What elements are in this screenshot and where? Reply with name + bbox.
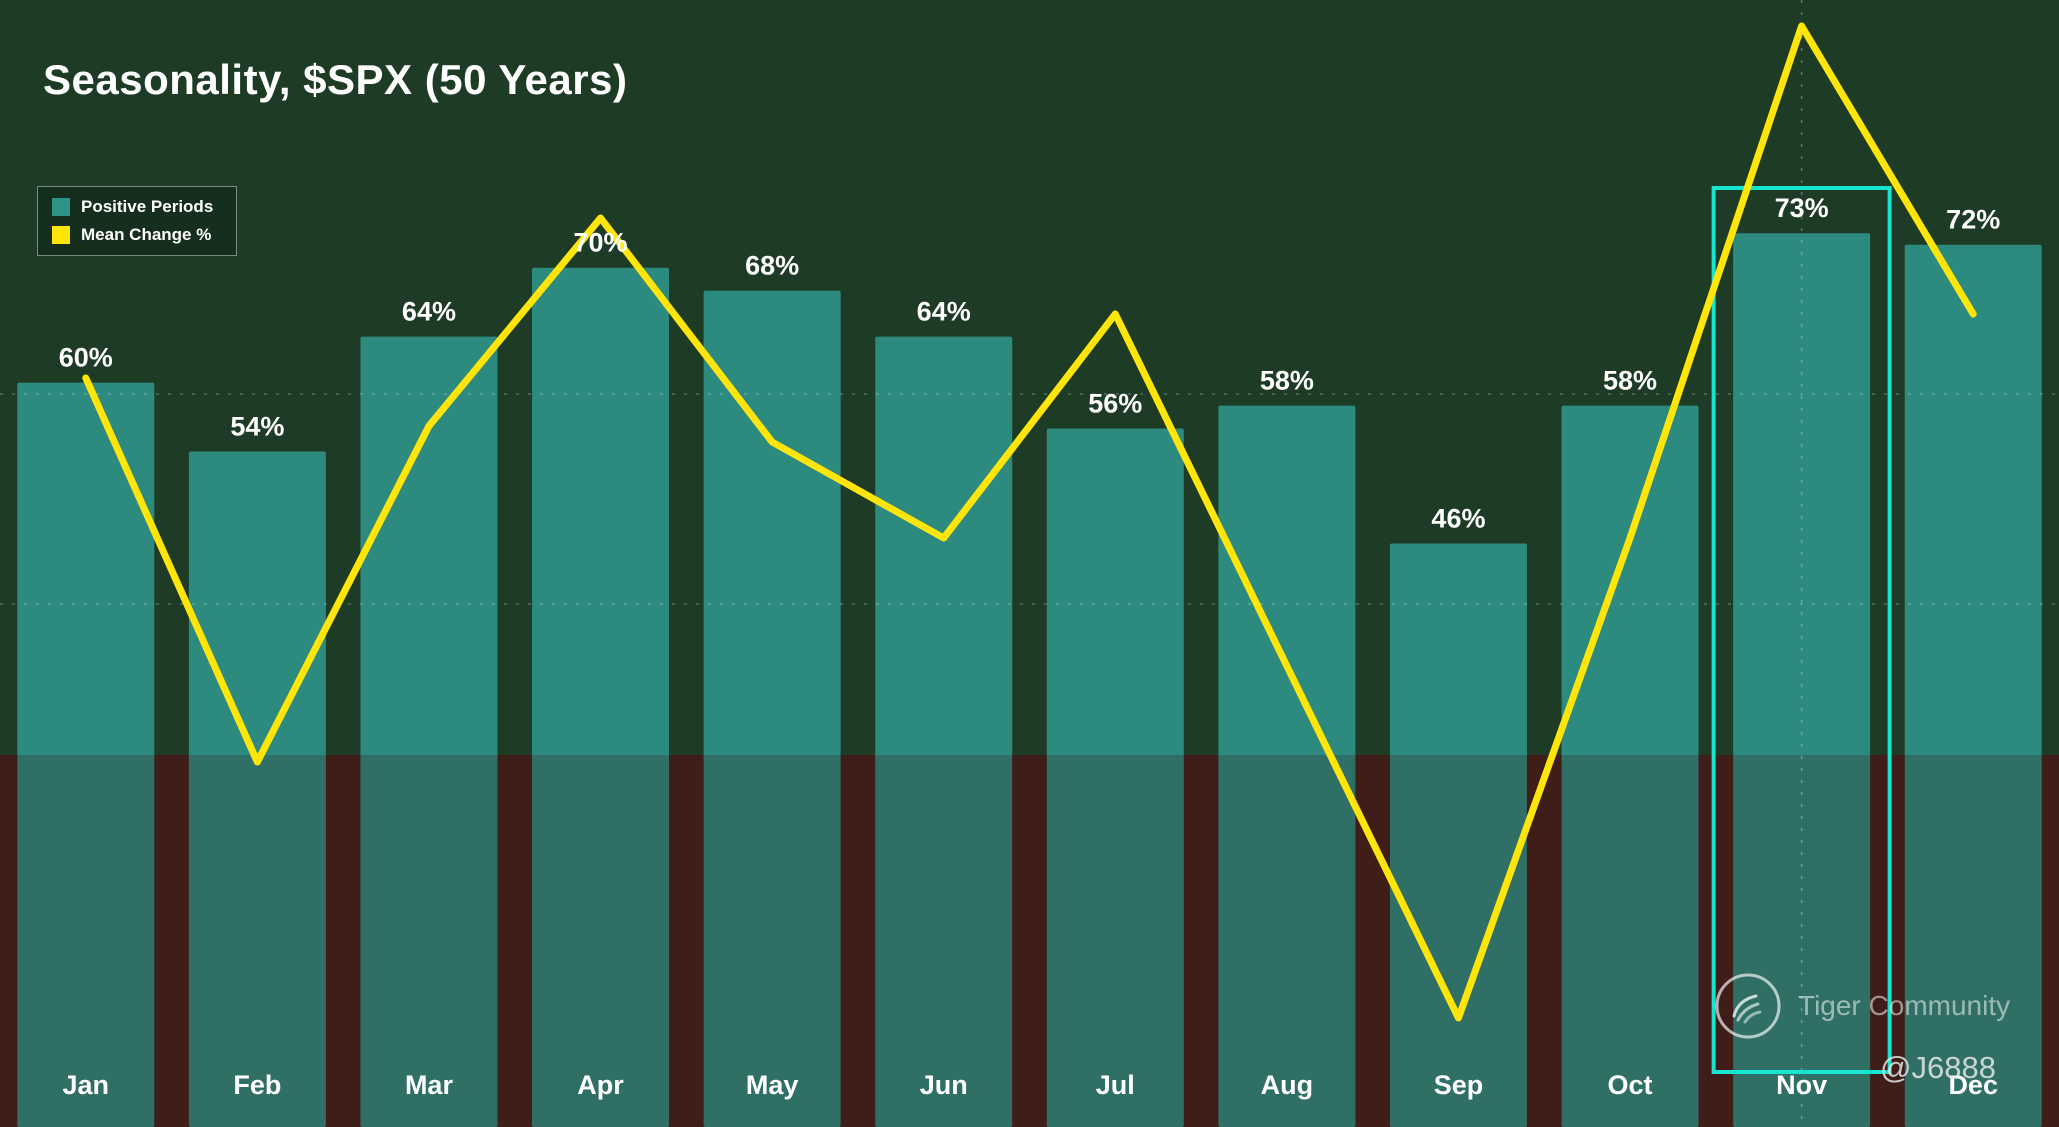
bar-value-label: 72% (1946, 205, 2000, 235)
bar-value-label: 64% (917, 297, 971, 327)
x-axis-label: Oct (1608, 1070, 1653, 1100)
tiger-logo-icon (1715, 973, 1781, 1039)
mean-change-swatch-icon (52, 226, 70, 244)
bar (875, 336, 1013, 1127)
bar-value-label: 70% (574, 228, 628, 258)
bar-value-label: 64% (402, 297, 456, 327)
highlight-box (1711, 186, 1892, 1074)
bar (1046, 428, 1184, 1127)
x-axis-label: Feb (233, 1070, 281, 1100)
band-overlay (0, 755, 2059, 1127)
bar-value-label: 56% (1088, 389, 1142, 419)
bar (703, 290, 841, 1127)
bar (188, 451, 326, 1127)
page-title: Seasonality, $SPX (50 Years) (43, 56, 628, 103)
bar-value-label: 60% (59, 343, 113, 373)
x-axis-label: Mar (405, 1070, 454, 1100)
bar-value-label: 73% (1775, 193, 1829, 223)
positive-periods-swatch-icon (52, 198, 70, 216)
x-axis-label: Sep (1434, 1070, 1484, 1100)
watermark-text: Tiger Community (1798, 990, 2011, 1021)
x-axis-label: Jan (63, 1070, 110, 1100)
legend-item-mean: Mean Change % (52, 225, 222, 245)
bar-value-label: 68% (745, 251, 799, 281)
bar-value-label: 58% (1260, 366, 1314, 396)
bar-value-label: 58% (1603, 366, 1657, 396)
bar (1389, 543, 1527, 1127)
bar (1218, 405, 1356, 1127)
lower-band (0, 755, 2059, 1127)
bar (532, 267, 670, 1127)
author-handle: @J6888 (1880, 1050, 1996, 1085)
legend-label-positive: Positive Periods (81, 197, 214, 216)
mean-change-line (82, 22, 1977, 1022)
x-axis-label: Jun (920, 1070, 968, 1100)
bar (1904, 244, 2042, 1127)
legend: Positive Periods Mean Change % (37, 186, 237, 256)
x-axis-label: Apr (577, 1070, 624, 1100)
legend-label-mean: Mean Change % (81, 225, 212, 244)
x-axis-label: Dec (1948, 1070, 1998, 1100)
x-axis-label: Nov (1776, 1070, 1827, 1100)
watermark: Tiger Community (1712, 970, 2010, 1042)
bar-value-label: 54% (230, 412, 284, 442)
x-axis-label: Jul (1096, 1070, 1135, 1100)
bar (360, 336, 498, 1127)
x-axis-label: Aug (1261, 1070, 1313, 1100)
bar (17, 382, 155, 1127)
bar (1561, 405, 1699, 1127)
legend-item-positive: Positive Periods (52, 197, 222, 217)
bar-value-label: 46% (1431, 503, 1485, 533)
bar (1733, 233, 1871, 1127)
x-axis-label: May (746, 1070, 799, 1100)
